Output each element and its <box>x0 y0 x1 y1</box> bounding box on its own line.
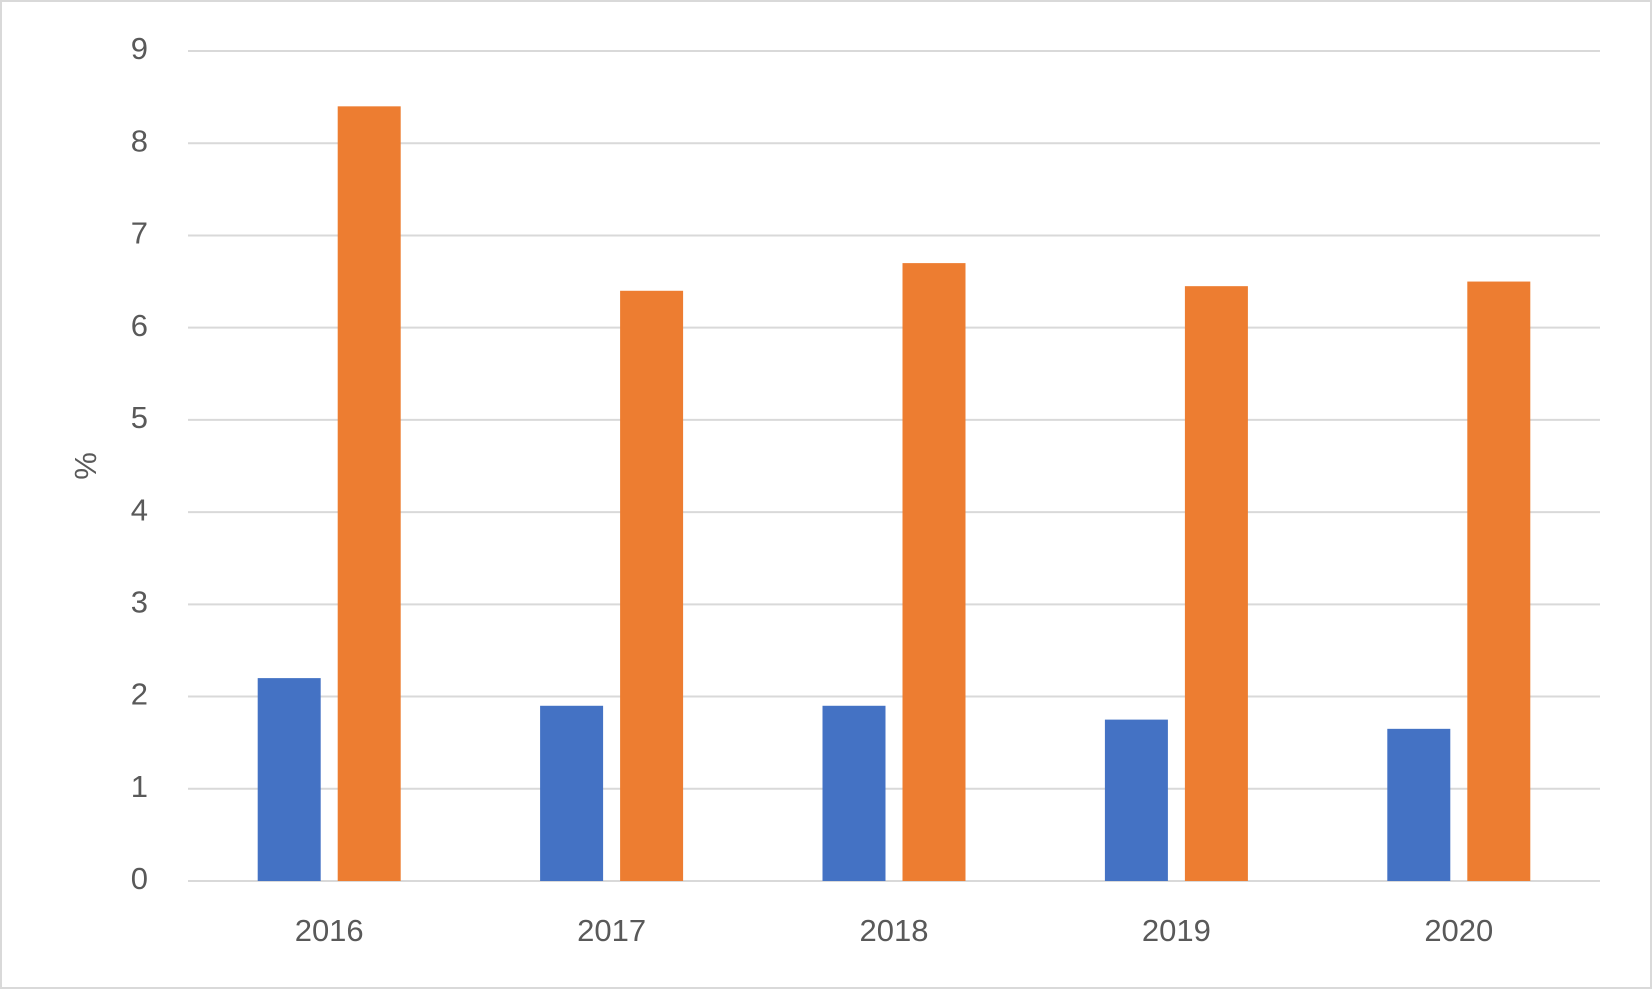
y-tick-label: 9 <box>131 31 148 66</box>
y-tick-label: 8 <box>131 123 148 158</box>
bar <box>620 290 684 881</box>
bar <box>1104 719 1168 881</box>
y-tick-label: 7 <box>131 216 148 251</box>
x-tick-label: 2017 <box>577 913 646 948</box>
x-tick-label: 2020 <box>1424 913 1493 948</box>
y-tick-label: 3 <box>131 585 148 620</box>
x-tick-label: 2018 <box>860 913 929 948</box>
y-tick-label: 0 <box>131 861 148 896</box>
bar <box>1467 281 1531 881</box>
x-tick-label: 2019 <box>1142 913 1211 948</box>
bar <box>1184 286 1248 882</box>
bar <box>540 705 604 881</box>
y-tick-label: 1 <box>131 769 148 804</box>
x-tick-label: 2016 <box>295 913 364 948</box>
bar <box>902 263 966 882</box>
y-tick-label: 6 <box>131 308 148 343</box>
bar <box>337 106 401 882</box>
y-tick-label: 5 <box>131 400 148 435</box>
bar <box>822 705 886 881</box>
y-tick-label: 2 <box>131 677 148 712</box>
bar <box>257 678 321 881</box>
y-axis-label: % <box>68 452 103 480</box>
bar <box>1387 728 1451 881</box>
y-tick-label: 4 <box>131 492 148 527</box>
